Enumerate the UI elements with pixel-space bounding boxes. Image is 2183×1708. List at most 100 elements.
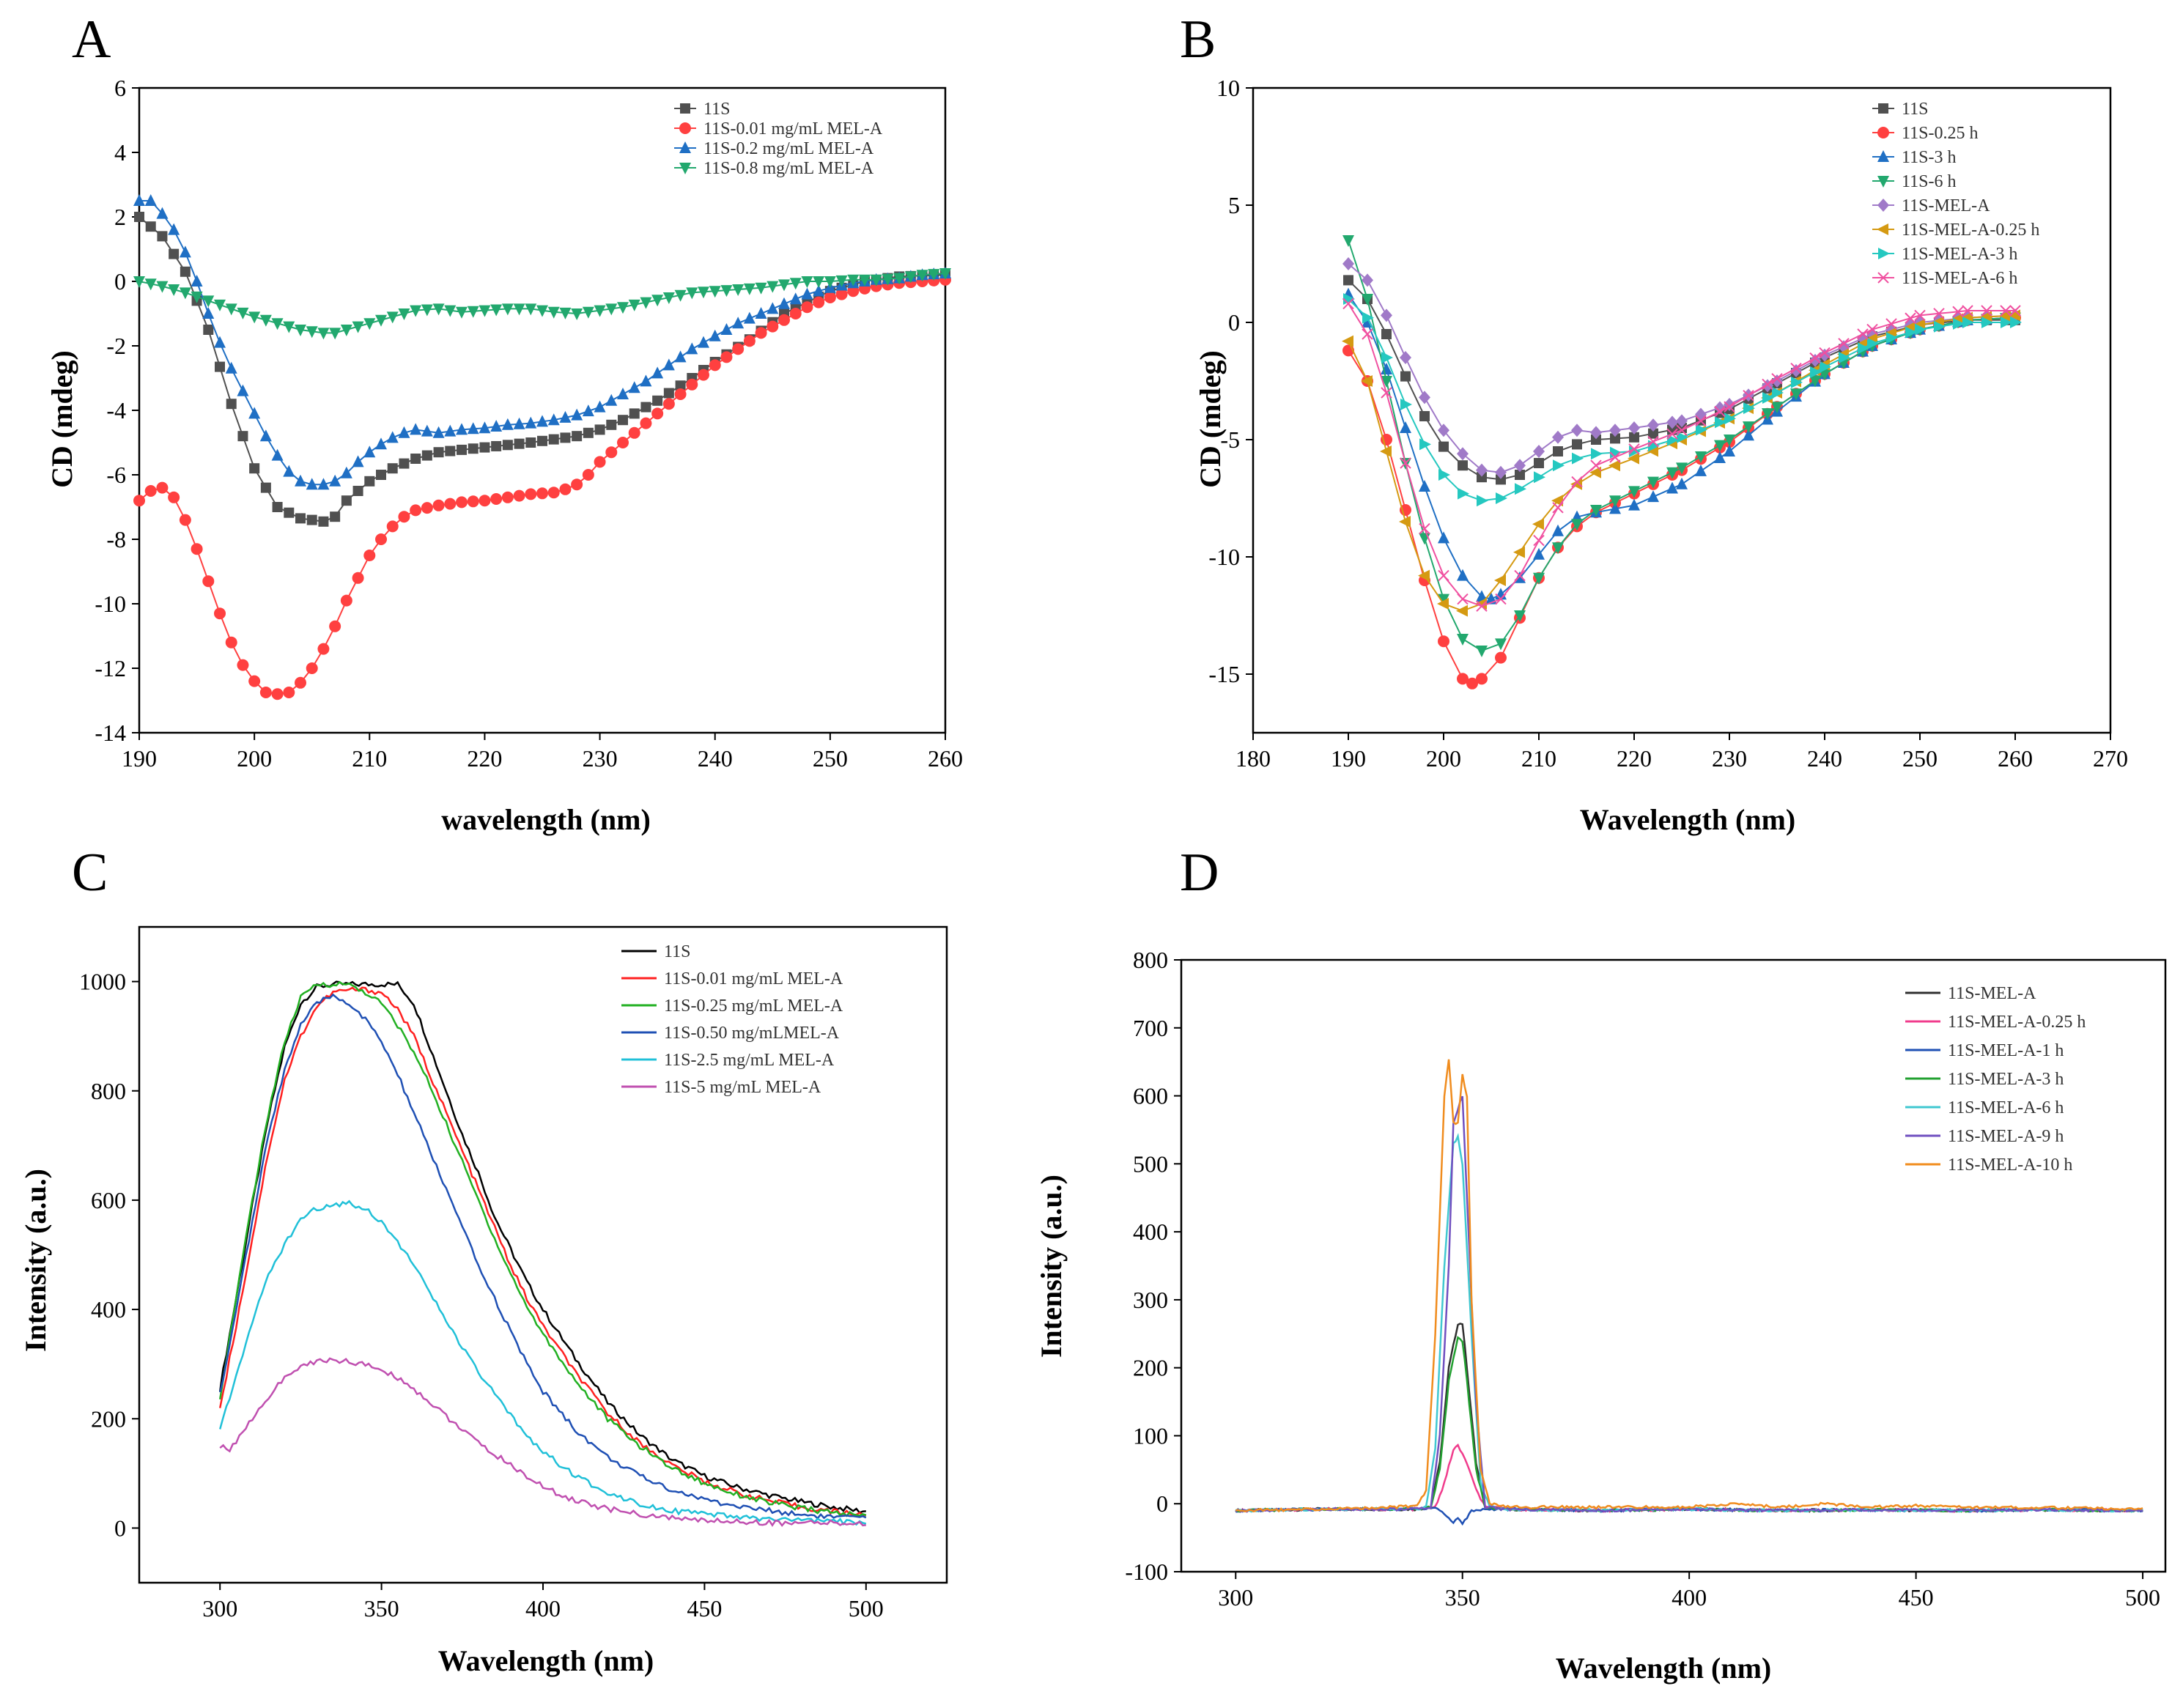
y-tick-label-a: -2 <box>106 333 126 359</box>
data-point-b-7 <box>1647 435 1659 448</box>
data-point-a-3 <box>191 291 203 303</box>
data-point-a-2 <box>559 410 572 423</box>
data-point-a-3 <box>582 306 594 319</box>
y-tick-label-b: -10 <box>1208 544 1240 570</box>
series-line-c-5 <box>219 1357 866 1527</box>
data-point-a-1 <box>421 502 433 514</box>
legend-label-b: 11S-MEL-A-0.25 h <box>1902 221 2039 240</box>
data-point-b-3 <box>1476 646 1488 657</box>
data-point-b-3 <box>1724 435 1735 446</box>
data-point-a-1 <box>767 320 779 333</box>
data-point-b-7 <box>1762 378 1773 391</box>
data-point-a-1 <box>547 487 560 499</box>
legend-label-b: 11S <box>1902 100 1928 119</box>
data-point-a-2 <box>444 424 457 437</box>
data-point-b-7 <box>1457 593 1469 605</box>
data-point-b-3 <box>1457 634 1469 646</box>
data-point-a-1 <box>248 675 261 687</box>
data-point-a-3 <box>421 304 433 317</box>
data-point-a-3 <box>662 292 675 304</box>
data-point-a-0 <box>249 463 260 474</box>
data-point-a-0 <box>134 212 144 222</box>
data-point-b-6 <box>1858 342 1869 355</box>
legend-marker-a <box>679 141 691 153</box>
data-point-a-1 <box>513 489 525 502</box>
data-point-a-2 <box>743 311 756 324</box>
data-point-a-0 <box>433 447 444 458</box>
x-tick-label-a: 210 <box>352 745 387 772</box>
data-point-a-3 <box>352 321 364 333</box>
data-point-a-0 <box>606 419 617 430</box>
legend-marker-a <box>680 103 690 114</box>
data-point-b-4 <box>1362 273 1373 287</box>
data-point-b-6 <box>1419 438 1431 451</box>
y-tick-label-a: -4 <box>106 397 126 424</box>
legend-label-a: 11S-0.2 mg/mL MEL-A <box>703 139 874 158</box>
series-line-d-6 <box>1235 1059 2143 1513</box>
data-point-a-1 <box>398 511 410 523</box>
data-point-b-7 <box>1381 387 1392 399</box>
data-point-a-3 <box>536 305 548 317</box>
data-point-b-0 <box>1572 439 1582 450</box>
data-point-b-7 <box>1981 305 1992 317</box>
data-point-b-2 <box>1695 464 1707 476</box>
y-tick-label-c: 200 <box>91 1405 126 1432</box>
data-point-a-1 <box>168 491 180 503</box>
data-point-a-1 <box>225 636 237 648</box>
x-tick-label-d: 300 <box>1218 1584 1253 1611</box>
data-point-a-2 <box>363 446 376 458</box>
data-point-b-2 <box>1628 498 1640 511</box>
data-point-a-1 <box>191 543 203 555</box>
plot-frame-d <box>1180 958 2167 1573</box>
series-line-c-4 <box>218 1199 867 1526</box>
data-point-b-7 <box>1933 308 1945 319</box>
data-point-a-2 <box>133 194 145 206</box>
data-point-b-4 <box>1438 424 1449 437</box>
plot-frame-b <box>1252 86 2112 734</box>
data-point-a-1 <box>214 607 226 620</box>
y-tick-label-a: 0 <box>114 268 126 295</box>
data-point-a-0 <box>215 361 225 372</box>
data-point-b-6 <box>1810 366 1822 378</box>
y-tick-label-b: 10 <box>1216 75 1240 101</box>
data-point-a-3 <box>928 269 940 281</box>
x-tick-label-c: 350 <box>364 1595 399 1622</box>
data-point-a-3 <box>801 276 813 288</box>
data-point-b-6 <box>1724 413 1736 425</box>
data-point-b-3 <box>1533 572 1545 585</box>
data-point-b-5 <box>1418 569 1430 582</box>
data-point-a-3 <box>835 275 848 287</box>
data-point-b-3 <box>1676 462 1688 475</box>
data-point-b-1 <box>1476 673 1488 685</box>
data-point-a-3 <box>444 305 457 317</box>
y-axis-title-b: CD (mdeg) <box>1194 350 1227 488</box>
data-point-b-2 <box>1647 490 1659 503</box>
data-point-b-5 <box>1361 375 1373 387</box>
data-point-b-4 <box>1609 424 1621 437</box>
data-point-a-1 <box>559 483 572 495</box>
data-point-b-3 <box>1590 505 1602 517</box>
data-point-a-3 <box>571 308 583 320</box>
legend-b: 11S 11S-0.25 h 11S-3 h 11S-6 h 11S-MEL-A 11S-… <box>1872 100 2039 288</box>
panel-c: C Wavelength (nm) Intensity (a.u.) 300 35… <box>19 843 948 1677</box>
data-point-a-2 <box>421 424 433 437</box>
data-point-a-2 <box>789 292 802 305</box>
data-point-b-7 <box>2000 305 2012 317</box>
data-point-a-1 <box>375 533 387 545</box>
data-point-a-1 <box>617 437 629 448</box>
data-point-a-0 <box>640 402 651 413</box>
data-point-b-7 <box>1838 338 1850 350</box>
data-point-b-0 <box>1438 441 1449 452</box>
data-point-a-3 <box>467 306 479 318</box>
data-point-a-1 <box>479 495 491 507</box>
y-tick-label-d: 800 <box>1133 947 1168 973</box>
data-point-a-2 <box>813 284 825 297</box>
data-point-a-0 <box>675 380 686 391</box>
x-tick-label-d: 450 <box>1899 1584 1934 1611</box>
data-point-a-3 <box>547 306 560 319</box>
data-point-a-3 <box>732 284 745 296</box>
data-point-a-3 <box>870 274 882 286</box>
plot-area-c: 300 350 400 450 500 0 200 400 600 800 1000 11S 11S-0… <box>79 925 948 1622</box>
